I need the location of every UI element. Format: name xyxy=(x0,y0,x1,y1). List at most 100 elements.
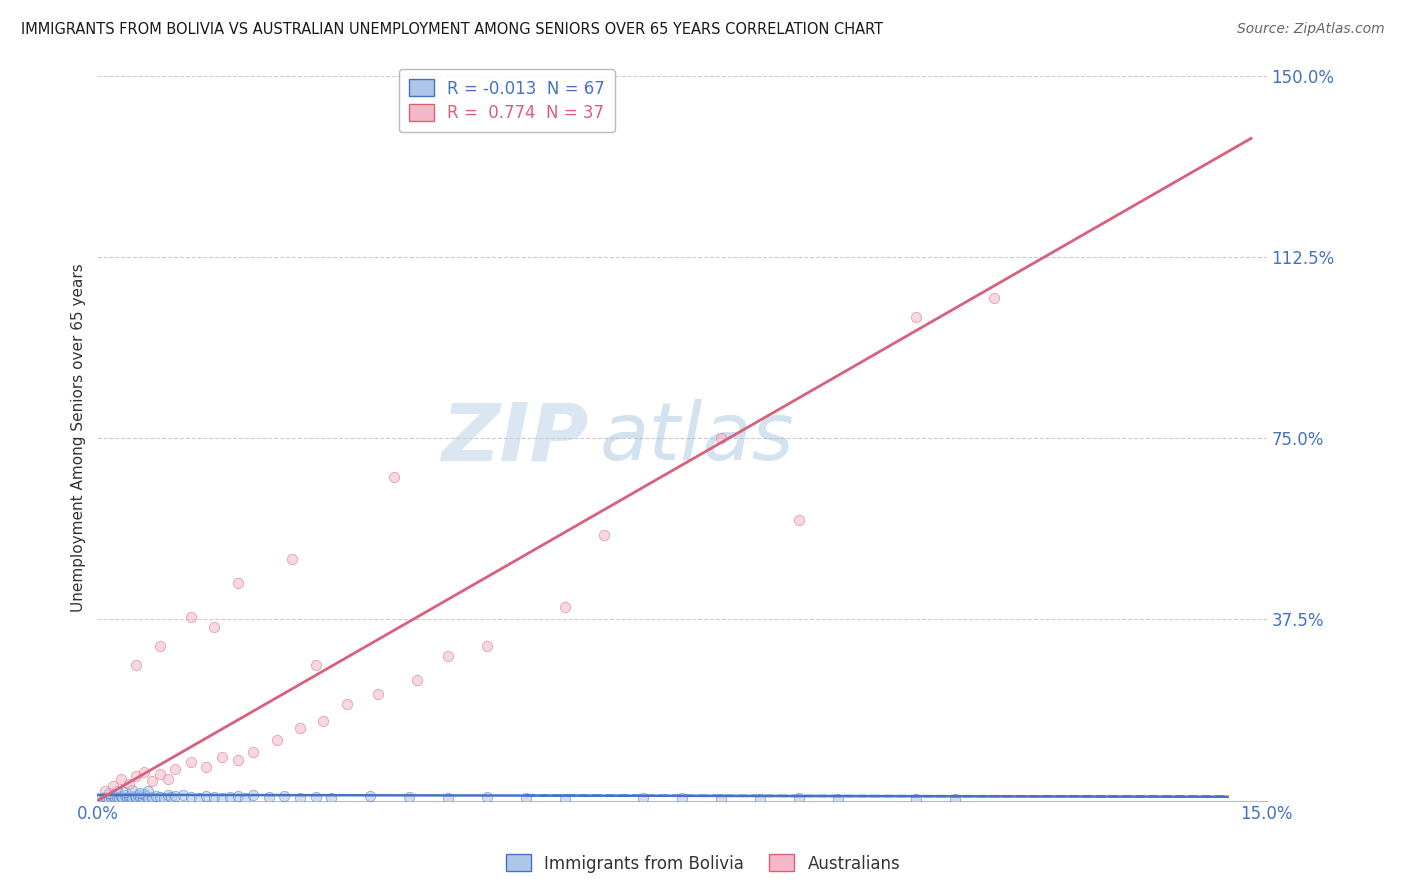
Point xyxy=(165,789,187,804)
Point xyxy=(437,791,460,805)
Point xyxy=(187,790,209,805)
Point xyxy=(134,788,156,802)
Point xyxy=(304,658,326,673)
Point xyxy=(129,786,152,800)
Point xyxy=(145,789,167,803)
Point xyxy=(160,790,183,805)
Point xyxy=(120,789,142,803)
Point xyxy=(281,552,304,566)
Point xyxy=(904,310,927,325)
Point xyxy=(202,619,225,633)
Point xyxy=(149,639,172,653)
Point xyxy=(398,790,420,805)
Point xyxy=(211,791,233,805)
Point xyxy=(904,792,927,806)
Point xyxy=(257,790,280,805)
Legend: R = -0.013  N = 67, R =  0.774  N = 37: R = -0.013 N = 67, R = 0.774 N = 37 xyxy=(398,70,614,132)
Text: ZIP: ZIP xyxy=(441,399,589,477)
Text: IMMIGRANTS FROM BOLIVIA VS AUSTRALIAN UNEMPLOYMENT AMONG SENIORS OVER 65 YEARS C: IMMIGRANTS FROM BOLIVIA VS AUSTRALIAN UN… xyxy=(21,22,883,37)
Point xyxy=(943,791,966,805)
Point xyxy=(141,774,163,789)
Point xyxy=(117,789,139,804)
Point xyxy=(242,789,264,803)
Point xyxy=(787,513,810,527)
Point xyxy=(105,784,128,798)
Point xyxy=(93,791,115,805)
Point xyxy=(125,790,148,805)
Point xyxy=(515,790,537,805)
Point xyxy=(180,610,202,624)
Point xyxy=(242,745,264,759)
Legend: Immigrants from Bolivia, Australians: Immigrants from Bolivia, Australians xyxy=(499,847,907,880)
Point xyxy=(90,792,112,806)
Point xyxy=(100,790,122,805)
Point xyxy=(827,791,849,805)
Point xyxy=(124,789,146,804)
Point xyxy=(121,783,143,797)
Point xyxy=(211,750,233,764)
Point xyxy=(787,791,810,805)
Point xyxy=(202,790,225,805)
Point xyxy=(226,789,249,804)
Point xyxy=(172,788,194,802)
Point xyxy=(593,527,616,541)
Point xyxy=(226,576,249,591)
Point xyxy=(110,772,132,786)
Point xyxy=(437,648,460,663)
Text: atlas: atlas xyxy=(600,399,794,477)
Point xyxy=(121,790,143,805)
Point xyxy=(180,755,202,769)
Point xyxy=(117,777,139,791)
Point xyxy=(149,789,172,804)
Point xyxy=(105,789,128,804)
Point xyxy=(554,791,576,805)
Text: Source: ZipAtlas.com: Source: ZipAtlas.com xyxy=(1237,22,1385,37)
Point xyxy=(114,785,136,799)
Point xyxy=(195,789,218,803)
Point xyxy=(288,791,311,805)
Point xyxy=(165,762,187,776)
Point xyxy=(671,790,693,805)
Point xyxy=(94,789,117,804)
Point xyxy=(136,791,159,805)
Point xyxy=(554,600,576,615)
Y-axis label: Unemployment Among Seniors over 65 years: Unemployment Among Seniors over 65 years xyxy=(72,264,86,613)
Point xyxy=(304,789,326,804)
Point xyxy=(475,639,498,653)
Point xyxy=(125,769,148,783)
Point xyxy=(312,714,335,728)
Point xyxy=(110,789,132,804)
Point xyxy=(367,687,389,701)
Point xyxy=(98,786,121,800)
Point xyxy=(710,431,733,445)
Point xyxy=(101,789,124,803)
Point xyxy=(288,721,311,735)
Point xyxy=(156,789,179,803)
Point xyxy=(710,791,733,805)
Point xyxy=(336,697,359,711)
Point xyxy=(382,469,405,483)
Point xyxy=(226,752,249,766)
Point xyxy=(149,767,172,781)
Point xyxy=(103,791,125,805)
Point xyxy=(136,784,159,798)
Point xyxy=(101,779,124,793)
Point xyxy=(406,673,429,687)
Point xyxy=(114,788,136,802)
Point xyxy=(125,658,148,673)
Point xyxy=(141,790,163,805)
Point xyxy=(129,789,152,804)
Point xyxy=(321,790,343,805)
Point xyxy=(127,789,149,803)
Point xyxy=(180,789,202,804)
Point xyxy=(152,790,174,805)
Point xyxy=(131,790,153,805)
Point xyxy=(96,790,118,805)
Point xyxy=(359,789,381,803)
Point xyxy=(94,784,117,798)
Point xyxy=(475,789,498,804)
Point xyxy=(631,791,654,805)
Point xyxy=(134,764,156,779)
Point xyxy=(98,791,121,805)
Point xyxy=(218,789,240,804)
